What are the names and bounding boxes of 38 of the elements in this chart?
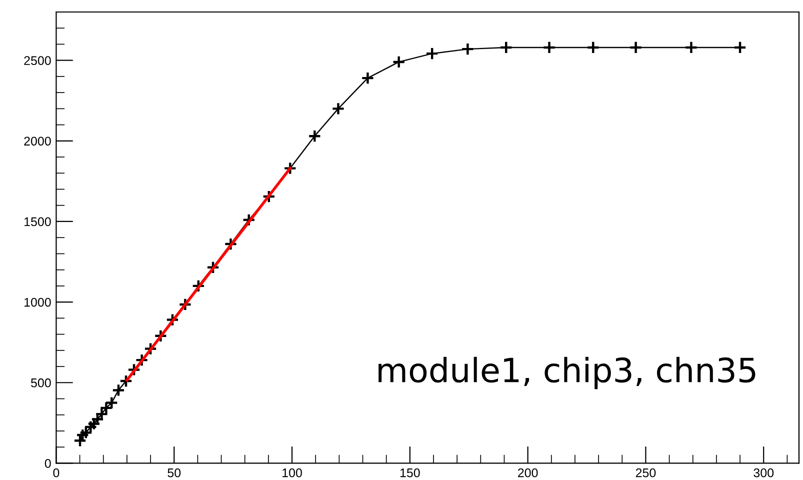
point [361,71,374,85]
point [192,279,206,293]
point [283,162,297,175]
y-tick-label: 2000 [24,136,51,146]
point [392,55,406,69]
point [224,237,238,251]
x-tick-label: 50 [168,468,181,478]
x-tick-label: 300 [754,468,774,478]
point [178,298,192,312]
y-tick-label: 1500 [24,217,51,226]
annotation: module1, chip3, chn35 [378,356,756,390]
y-tick-label: 0 [44,459,51,468]
point [127,363,141,376]
y-tick-label: 1000 [24,298,51,307]
point [206,260,220,274]
point [154,329,168,343]
point [425,46,439,60]
point [461,42,474,56]
y-tick-label: 500 [30,378,51,388]
point [135,353,148,367]
x-tick-label: 150 [400,468,420,478]
x-tick-label: 200 [518,468,538,478]
point [499,40,513,54]
point [733,40,747,54]
point [166,313,180,326]
y-tick-label: 2500 [24,56,51,65]
point [332,102,345,116]
x-tick-label: 250 [636,468,656,478]
x-tick-label: 100 [282,468,302,478]
point [262,190,276,204]
x-tick-label: 0 [53,468,60,478]
point [542,40,556,54]
point [586,40,600,54]
point [684,40,698,54]
point [242,213,256,227]
point [629,40,642,54]
point [144,342,158,356]
point [308,129,322,143]
